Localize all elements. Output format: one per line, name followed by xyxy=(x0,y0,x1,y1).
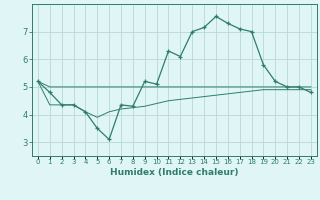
X-axis label: Humidex (Indice chaleur): Humidex (Indice chaleur) xyxy=(110,168,239,177)
